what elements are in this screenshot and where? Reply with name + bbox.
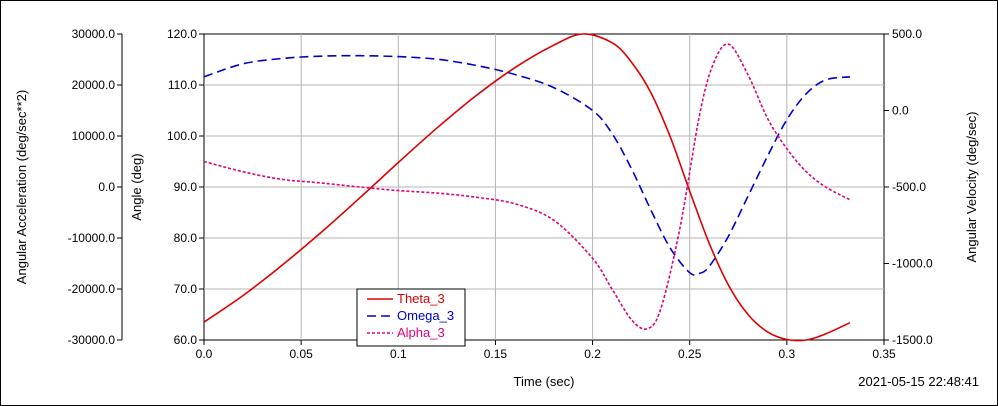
velocity-tick-label: 0.0 xyxy=(892,104,909,118)
x-tick-label: 0.05 xyxy=(289,347,313,361)
acceleration-tick-label: 0.0 xyxy=(98,180,115,194)
x-tick-label: 0.0 xyxy=(196,347,213,361)
acceleration-tick-label: 10000.0 xyxy=(72,129,116,143)
velocity-axis-ticks: 500.0 0.0 -500.0 -1000.0 -1500.0 xyxy=(884,27,933,347)
velocity-tick-label: -500.0 xyxy=(892,180,926,194)
angle-tick-label: 70.0 xyxy=(174,282,198,296)
y-axis-label-angle: Angle (deg) xyxy=(129,153,144,220)
angle-tick-label: 80.0 xyxy=(174,231,198,245)
x-axis-label: Time (sec) xyxy=(514,374,575,389)
legend-label: Omega_3 xyxy=(397,308,454,323)
series-lines xyxy=(203,33,851,342)
timestamp: 2021-05-15 22:48:41 xyxy=(858,374,979,389)
legend-entries: Theta_3 Omega_3 Alpha_3 xyxy=(367,291,454,340)
velocity-tick-label: -1000.0 xyxy=(892,257,933,271)
y-axis-label-acceleration: Angular Acceleration (deg/sec**2) xyxy=(14,90,29,284)
angle-tick-label: 60.0 xyxy=(174,333,198,347)
x-tick-label: 0.1 xyxy=(390,347,407,361)
angle-tick-label: 120.0 xyxy=(167,27,197,41)
x-tick-label: 0.35 xyxy=(872,347,896,361)
legend-label: Alpha_3 xyxy=(397,325,445,340)
x-tick-label: 0.15 xyxy=(484,347,508,361)
velocity-tick-label: -1500.0 xyxy=(892,333,933,347)
acceleration-axis-ticks: 30000.0 20000.0 10000.0 0.0 -10000.0 -20000.0… xyxy=(68,27,123,347)
series-line-omega-3 xyxy=(203,54,851,276)
series-line-theta-3 xyxy=(203,33,851,342)
x-axis-ticks: 0.0 0.05 0.1 0.15 0.2 0.25 0.3 0.35 xyxy=(196,340,896,361)
y-axis-label-velocity: Angular Velocity (deg/sec) xyxy=(964,111,979,262)
acceleration-tick-label: 20000.0 xyxy=(72,78,116,92)
legend-label: Theta_3 xyxy=(397,291,445,306)
angle-tick-label: 100.0 xyxy=(167,129,197,143)
angle-tick-label: 110.0 xyxy=(168,78,197,92)
acceleration-tick-label: -10000.0 xyxy=(68,231,116,245)
x-tick-label: 0.2 xyxy=(584,347,601,361)
angle-tick-label: 90.0 xyxy=(174,180,198,194)
legend: Theta_3 Omega_3 Alpha_3 xyxy=(356,288,466,347)
acceleration-tick-label: -30000.0 xyxy=(68,333,116,347)
angle-axis-ticks: 120.0 110.0 100.0 90.0 80.0 70.0 60.0 xyxy=(167,27,204,347)
x-tick-label: 0.25 xyxy=(678,347,702,361)
grid xyxy=(204,34,884,340)
velocity-tick-label: 500.0 xyxy=(892,27,922,41)
series-line-alpha-3 xyxy=(203,43,851,330)
acceleration-tick-label: -20000.0 xyxy=(68,282,116,296)
x-tick-label: 0.3 xyxy=(779,347,796,361)
acceleration-tick-label: 30000.0 xyxy=(72,27,116,41)
